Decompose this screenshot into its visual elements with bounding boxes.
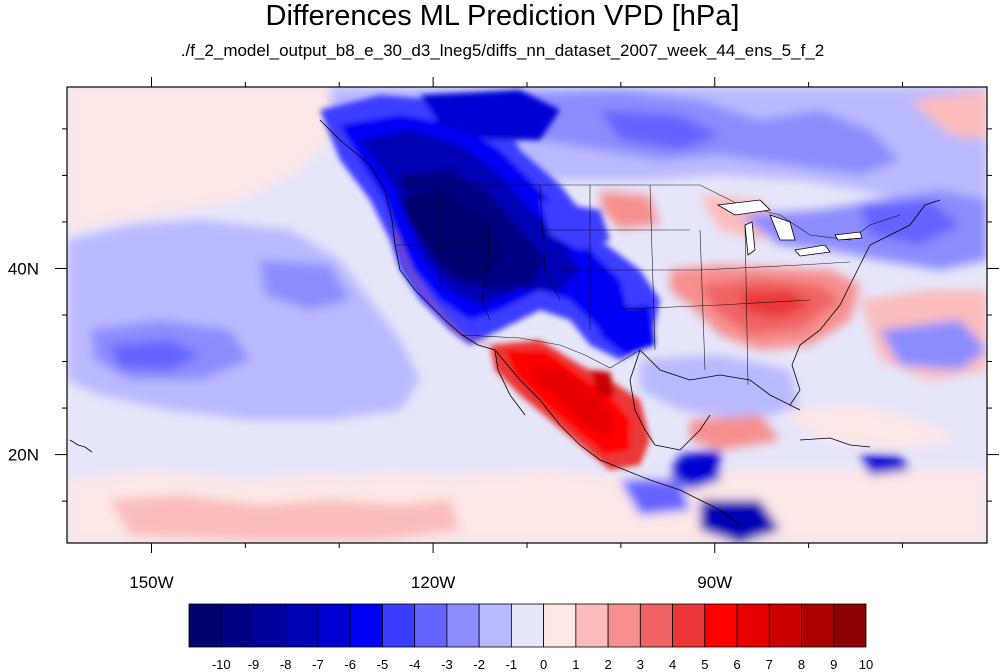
colorbar-label: 3	[637, 657, 644, 672]
borders	[395, 184, 901, 386]
colorbar-swatch	[736, 603, 770, 648]
colorbar-label: 8	[798, 657, 805, 672]
colorbar-swatch	[414, 603, 448, 648]
colorbar-label: -6	[344, 657, 356, 672]
colorbar-label: 1	[572, 657, 579, 672]
colorbar-swatch	[607, 603, 641, 648]
colorbar-swatch	[672, 603, 706, 648]
colorbar-label: -3	[441, 657, 453, 672]
colorbar-label: -1	[506, 657, 518, 672]
colorbar-swatch	[253, 603, 287, 648]
colorbar-swatch	[510, 603, 545, 648]
x-tick-label: 120W	[411, 573, 455, 592]
map-subtitle: ./f_2_model_output_b8_e_30_d3_lneg5/diff…	[180, 41, 825, 60]
contour-field	[67, 87, 987, 543]
colorbar-label: 0	[540, 657, 547, 672]
colorbar-label: 6	[733, 657, 740, 672]
y-tick-label: 20N	[8, 446, 39, 465]
colorbar-label: 7	[766, 657, 773, 672]
colorbar-swatch	[382, 603, 416, 648]
colorbar-swatch	[543, 603, 577, 648]
colorbar-label: -10	[212, 657, 231, 672]
colorbar-swatch	[768, 603, 802, 648]
colorbar-label: -9	[248, 657, 260, 672]
x-tick-label: 90W	[697, 573, 732, 592]
colorbar-label: -7	[312, 657, 324, 672]
colorbar-label: 9	[830, 657, 837, 672]
colorbar-swatch	[478, 603, 512, 648]
axis-tick-labels: 150W 120W 90W 40N 20N	[8, 259, 732, 592]
colorbar-label: -2	[473, 657, 485, 672]
map-title: Differences ML Prediction VPD [hPa]	[265, 0, 740, 32]
colorbar-swatch	[349, 603, 383, 648]
colorbar-label: 4	[669, 657, 676, 672]
coastlines	[69, 119, 941, 526]
colorbar-swatch	[704, 603, 738, 648]
colorbar-label: 5	[701, 657, 708, 672]
colorbar-swatch	[446, 603, 480, 648]
colorbar-swatch	[220, 603, 254, 648]
colorbar-swatch	[639, 603, 673, 648]
x-tick-label: 150W	[129, 573, 173, 592]
great-lakes	[716, 199, 863, 257]
colorbar-label: 2	[604, 657, 611, 672]
colorbar-swatch	[801, 603, 835, 648]
colorbar-swatch	[285, 603, 319, 648]
colorbar: -10 -9 -8 -7 -6 -5 -4 -3 -2 -1 0 1 2 3 4 5 6 7 8 9 10	[188, 603, 873, 672]
colorbar-swatch	[317, 603, 351, 648]
colorbar-label: 10	[859, 657, 873, 672]
colorbar-swatch	[575, 603, 609, 648]
colorbar-label: -5	[377, 657, 389, 672]
axis-ticks	[55, 77, 999, 553]
colorbar-label: -8	[280, 657, 292, 672]
colorbar-label: -4	[409, 657, 421, 672]
y-tick-label: 40N	[8, 259, 39, 278]
colorbar-swatch	[833, 603, 867, 648]
colorbar-swatch	[188, 603, 222, 648]
